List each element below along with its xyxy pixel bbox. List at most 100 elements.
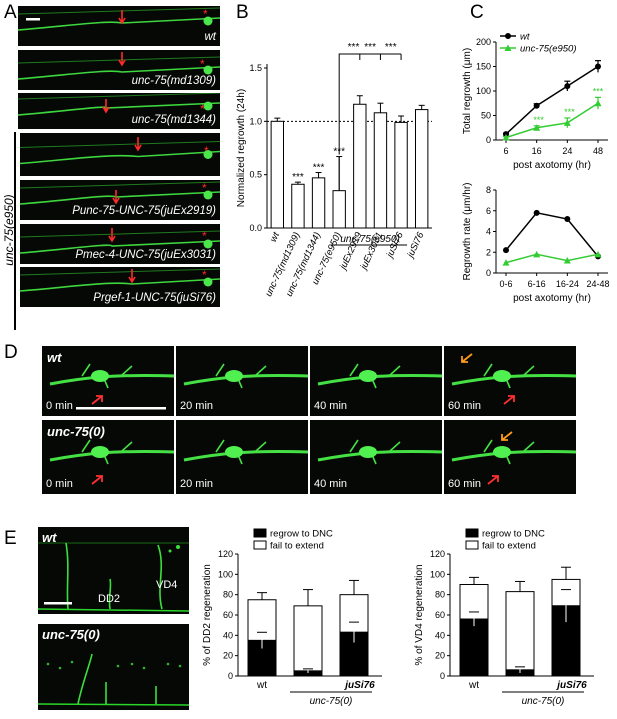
- axon-stump: [451, 373, 576, 386]
- timepoint-label: 60 min: [448, 478, 482, 490]
- micrograph-panel-a-2: * unc-75(md1344): [18, 93, 220, 129]
- axon-stump: [49, 373, 174, 386]
- red-arrow: [503, 395, 515, 405]
- neuron-process-secondary: [18, 7, 220, 15]
- red-arrow: [91, 395, 103, 405]
- axon-stump: [451, 449, 576, 462]
- y-tick-label: 60: [435, 610, 445, 620]
- panel-e-dd2-chart: 0 20 40 60 80 100 120 % of DD2 regeneration wt **…: [202, 528, 382, 707]
- cell-body-asterisk: *: [200, 102, 205, 116]
- axon-stump: [317, 449, 442, 462]
- legend-label-fail: fail to extend: [270, 541, 324, 552]
- significance-label: ***: [313, 163, 325, 174]
- y-tick-label: 0: [486, 135, 491, 145]
- growth-cone: [359, 446, 377, 458]
- micrograph-neuron-image: *: [18, 93, 220, 116]
- y-tick-label: 0.0: [249, 223, 262, 233]
- cell-body: [203, 277, 213, 287]
- timelapse-neuron-image: [49, 439, 174, 485]
- micrograph-neuron-image: *: [18, 7, 220, 31]
- significance-label: ***: [348, 42, 360, 53]
- neuron-process-secondary: [20, 268, 220, 276]
- timelapse-frame-0-1: 20 min: [176, 346, 308, 416]
- x-category-label: wt: [468, 680, 479, 691]
- significance-label: ***: [364, 42, 376, 53]
- growth-cone: [225, 446, 243, 458]
- significance-label: ***: [593, 86, 604, 96]
- orange-arrow: [501, 431, 513, 441]
- micrograph-panel-a-6: * Prgef-1-UNC-75(juSi76): [20, 267, 220, 307]
- data-point: [502, 259, 510, 266]
- y-axis-label: Normalized regrowth (24h): [236, 89, 247, 207]
- cell-body-asterisk: *: [202, 268, 207, 282]
- significance-label: ***: [385, 42, 397, 53]
- panel-e-image-wt-neurons: [38, 542, 189, 612]
- y-tick-label: 80: [435, 590, 445, 600]
- cell-body-asterisk: *: [200, 57, 205, 71]
- cell-body: [203, 150, 213, 159]
- bar: [291, 183, 305, 229]
- neuron-process: [20, 240, 220, 254]
- significance-label: ***: [564, 107, 575, 117]
- y-tick-label: 40: [435, 630, 445, 640]
- series-line-1: [505, 253, 599, 264]
- timelapse-frame-1-3: 60 min: [444, 420, 576, 494]
- axon-stump: [183, 373, 308, 386]
- y-tick-label: 1.0: [249, 116, 262, 126]
- series-line-0: [505, 212, 599, 257]
- x-category-label: juSi76: [343, 680, 375, 691]
- cut-site-arrow: [128, 269, 136, 284]
- data-point: [503, 247, 509, 254]
- data-point: [502, 134, 510, 141]
- genotype-label: wt: [47, 350, 62, 365]
- bar: [311, 177, 326, 229]
- growth-cone: [91, 370, 109, 382]
- genotype-label: unc-75(0): [47, 424, 105, 439]
- x-tick-label: 16: [532, 146, 542, 156]
- micrograph-neuron-image: *: [20, 181, 220, 205]
- neuron-process-secondary: [20, 181, 220, 189]
- y-tick-label: 40: [223, 630, 233, 640]
- panel-c-regrowth-rate-chart: 0 2 4 6 8 0-6 6-16 16-24 24-48 post axotomy (hr) R…: [462, 182, 610, 304]
- cut-site-arrow: [108, 228, 116, 243]
- cell-body-asterisk: *: [203, 7, 208, 21]
- red-arrow: [487, 475, 499, 485]
- legend-label-fail: fail to extend: [482, 541, 536, 552]
- timelapse-frame-0-0: 0 min wt: [42, 346, 174, 416]
- axon-stump: [49, 449, 174, 462]
- x-tick-label: 6-16: [528, 279, 546, 289]
- panel-letter-a: A: [4, 2, 17, 23]
- y-tick-label: 50: [481, 111, 491, 121]
- micrograph-panel-a-1: * unc-75(md1309): [18, 50, 220, 90]
- micrograph-panel-a-5: * Pmec-4-UNC-75(juEx3031): [20, 224, 220, 264]
- growth-cone: [493, 370, 511, 382]
- group-label: unc-75(e950): [340, 234, 399, 245]
- x-tick-label: 0-6: [499, 279, 512, 289]
- bar: [373, 112, 388, 229]
- significance-label: ***: [533, 115, 544, 125]
- legend-marker: [505, 33, 511, 39]
- bar: [270, 120, 284, 229]
- micrograph-panel-a-3: *: [20, 133, 220, 176]
- series-line-1: [505, 102, 599, 139]
- timelapse-neuron-image: [183, 363, 308, 389]
- timepoint-label: 40 min: [314, 400, 348, 412]
- comparison-bracket: [338, 53, 402, 155]
- micrograph-neuron-image: *: [20, 268, 220, 292]
- group-bracket: [14, 132, 16, 330]
- x-tick-label: 16-24: [556, 279, 579, 289]
- cut-site-arrow: [118, 10, 126, 25]
- neuron-process: [20, 191, 220, 205]
- timepoint-label: 60 min: [448, 400, 482, 412]
- scale-bar: [76, 407, 166, 410]
- cell-body: [203, 65, 213, 75]
- axon-stump: [317, 373, 442, 386]
- neuron-process: [20, 278, 220, 292]
- timelapse-frame-0-2: 40 min: [310, 346, 442, 416]
- group-label: unc-75(0): [522, 696, 565, 707]
- timepoint-label: 0 min: [46, 400, 73, 412]
- data-point: [533, 124, 541, 131]
- panel-letter-c: C: [470, 2, 484, 23]
- x-tick-label: 6: [503, 146, 508, 156]
- legend-swatch-regrow: [465, 528, 479, 538]
